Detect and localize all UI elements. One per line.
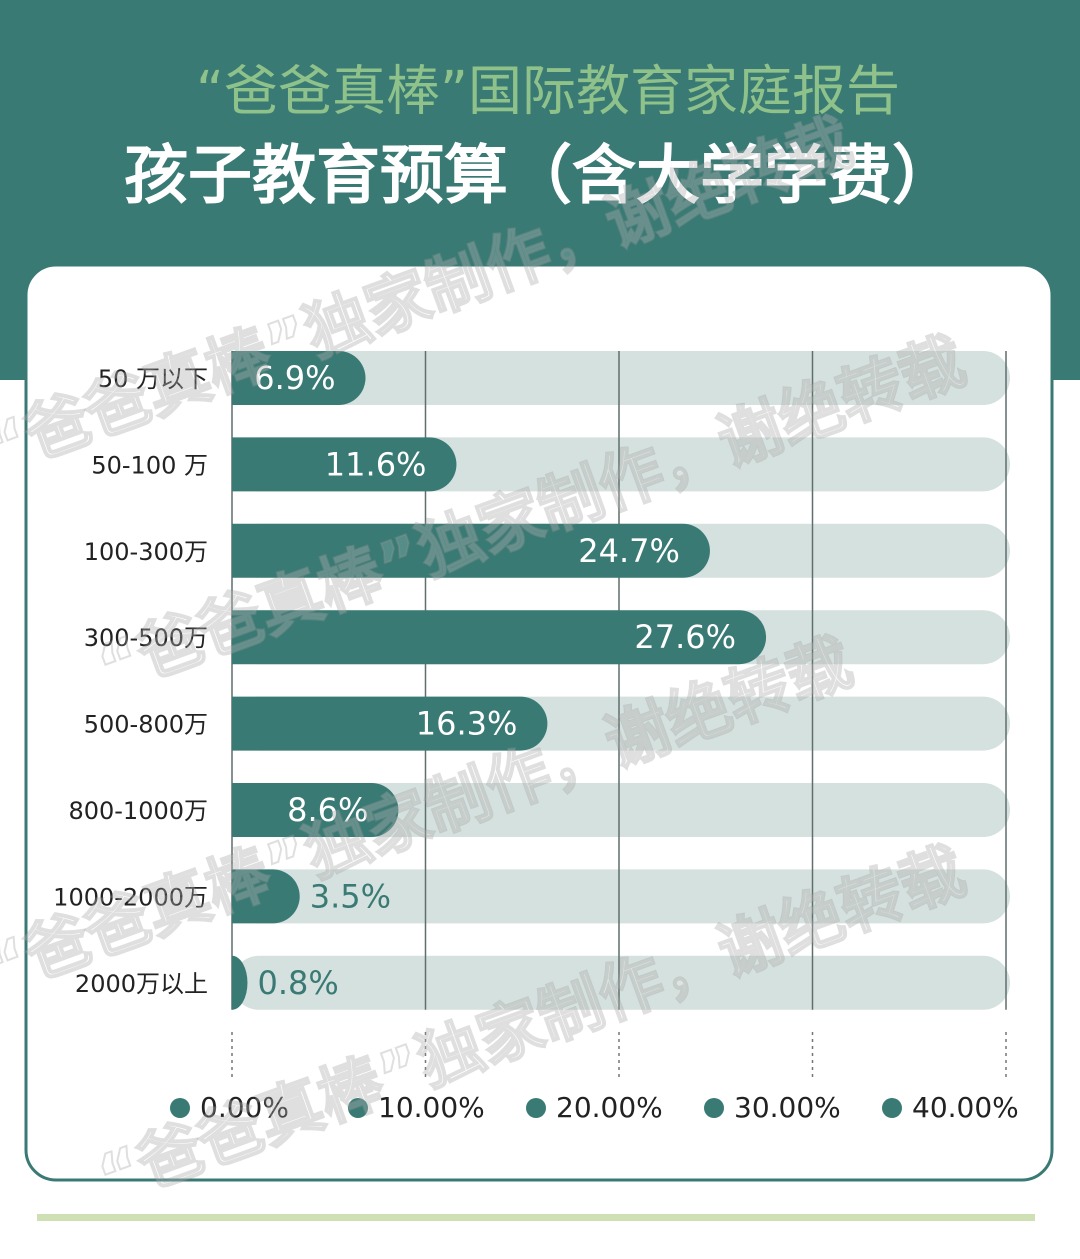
x-tick-label: 20.00% xyxy=(556,1091,663,1124)
data-label: 6.9% xyxy=(254,359,335,397)
data-label: 11.6% xyxy=(325,445,427,483)
data-label: 3.5% xyxy=(310,877,391,915)
bar-track xyxy=(232,955,1010,1010)
bar-track xyxy=(232,783,1010,837)
bar xyxy=(232,955,248,1010)
x-tick-label: 30.00% xyxy=(734,1091,841,1124)
y-tick-label: 50-100 万 xyxy=(91,451,208,479)
y-tick-label: 100-300万 xyxy=(84,538,208,566)
data-label: 0.8% xyxy=(257,964,338,1002)
bar xyxy=(232,523,710,578)
y-tick-label: 1000-2000万 xyxy=(53,883,208,911)
bar-track xyxy=(232,869,1010,924)
bar xyxy=(232,783,399,837)
data-label: 27.6% xyxy=(634,618,736,656)
bar xyxy=(232,351,366,405)
legend-dot xyxy=(526,1098,546,1118)
x-tick-label: 40.00% xyxy=(912,1091,1019,1124)
x-tick-label: 10.00% xyxy=(378,1091,485,1124)
footer-line xyxy=(37,1214,1035,1221)
y-tick-label: 50 万以下 xyxy=(98,365,208,393)
y-tick-label: 300-500万 xyxy=(84,624,208,652)
supertitle: “爸爸真棒”国际教育家庭报告 xyxy=(196,60,900,123)
bar-track xyxy=(232,351,1010,405)
legend-dot xyxy=(170,1098,190,1118)
x-tick-label: 0.00% xyxy=(200,1091,289,1124)
bar xyxy=(232,610,767,665)
data-label: 8.6% xyxy=(287,791,368,829)
legend-dot xyxy=(704,1098,724,1118)
data-label: 24.7% xyxy=(578,532,680,570)
y-tick-label: 500-800万 xyxy=(84,711,208,739)
bar xyxy=(232,869,300,924)
bar xyxy=(232,437,457,492)
legend-dot xyxy=(882,1098,902,1118)
chart-title: 孩子教育预算（含大学学费） xyxy=(124,140,956,214)
legend-dot xyxy=(348,1098,368,1118)
data-label: 16.3% xyxy=(416,705,518,743)
y-tick-label: 800-1000万 xyxy=(68,797,208,825)
plot: 0.00% 10.00% 20.00% 30.00% 40.00% 50 万以下 6.9% 5… xyxy=(53,351,1019,1124)
bar xyxy=(232,696,548,751)
y-tick-label: 2000万以上 xyxy=(75,970,208,998)
